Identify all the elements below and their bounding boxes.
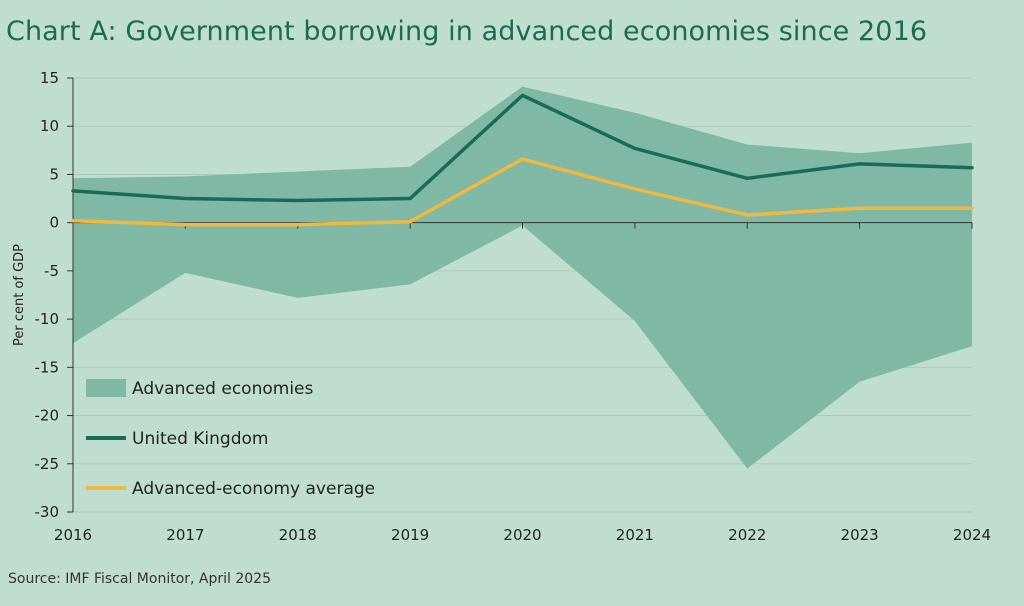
advanced-economies-band	[73, 86, 972, 469]
ytick-label--30: -30	[35, 503, 60, 521]
ytick-label-10: 10	[40, 117, 59, 135]
ytick-label--5: -5	[44, 262, 59, 280]
legend-label-advanced-economy-average: Advanced-economy average	[132, 479, 375, 499]
legend-label-advanced-economies: Advanced economies	[132, 379, 313, 399]
ytick-label-0: 0	[49, 214, 59, 232]
ytick-label--20: -20	[35, 407, 60, 425]
legend-swatch-advanced-economies	[86, 379, 126, 397]
xtick-label-2019: 2019	[391, 526, 429, 544]
ytick-label--25: -25	[35, 455, 60, 473]
y-axis-label: Per cent of GDP	[12, 244, 27, 346]
chart-title: Chart A: Government borrowing in advance…	[6, 16, 928, 47]
advanced-economies-range	[73, 86, 972, 469]
ytick-label-15: 15	[40, 69, 59, 87]
ytick-label-5: 5	[49, 165, 59, 183]
axes	[67, 77, 973, 513]
series-lines	[71, 93, 974, 227]
xtick-label-2017: 2017	[166, 526, 204, 544]
xtick-label-2021: 2021	[616, 526, 654, 544]
xtick-label-2022: 2022	[728, 526, 766, 544]
x-tick-labels: 2016 2017 2018 2019 2020 2021 2022 2023 2024	[54, 526, 991, 544]
xtick-label-2016: 2016	[54, 526, 92, 544]
y-tick-labels: 15 10 5 0 -5 -10 -15 -20 -25 -30	[35, 69, 60, 521]
ytick-label--10: -10	[35, 310, 60, 328]
xtick-label-2023: 2023	[841, 526, 879, 544]
legend: Advanced economies United Kingdom Advanced…	[86, 379, 375, 499]
source-note: Source: IMF Fiscal Monitor, April 2025	[8, 571, 271, 587]
xtick-label-2020: 2020	[503, 526, 541, 544]
legend-label-united-kingdom: United Kingdom	[132, 429, 268, 449]
ytick-label--15: -15	[35, 358, 60, 376]
xtick-label-2024: 2024	[953, 526, 991, 544]
xtick-label-2018: 2018	[279, 526, 317, 544]
